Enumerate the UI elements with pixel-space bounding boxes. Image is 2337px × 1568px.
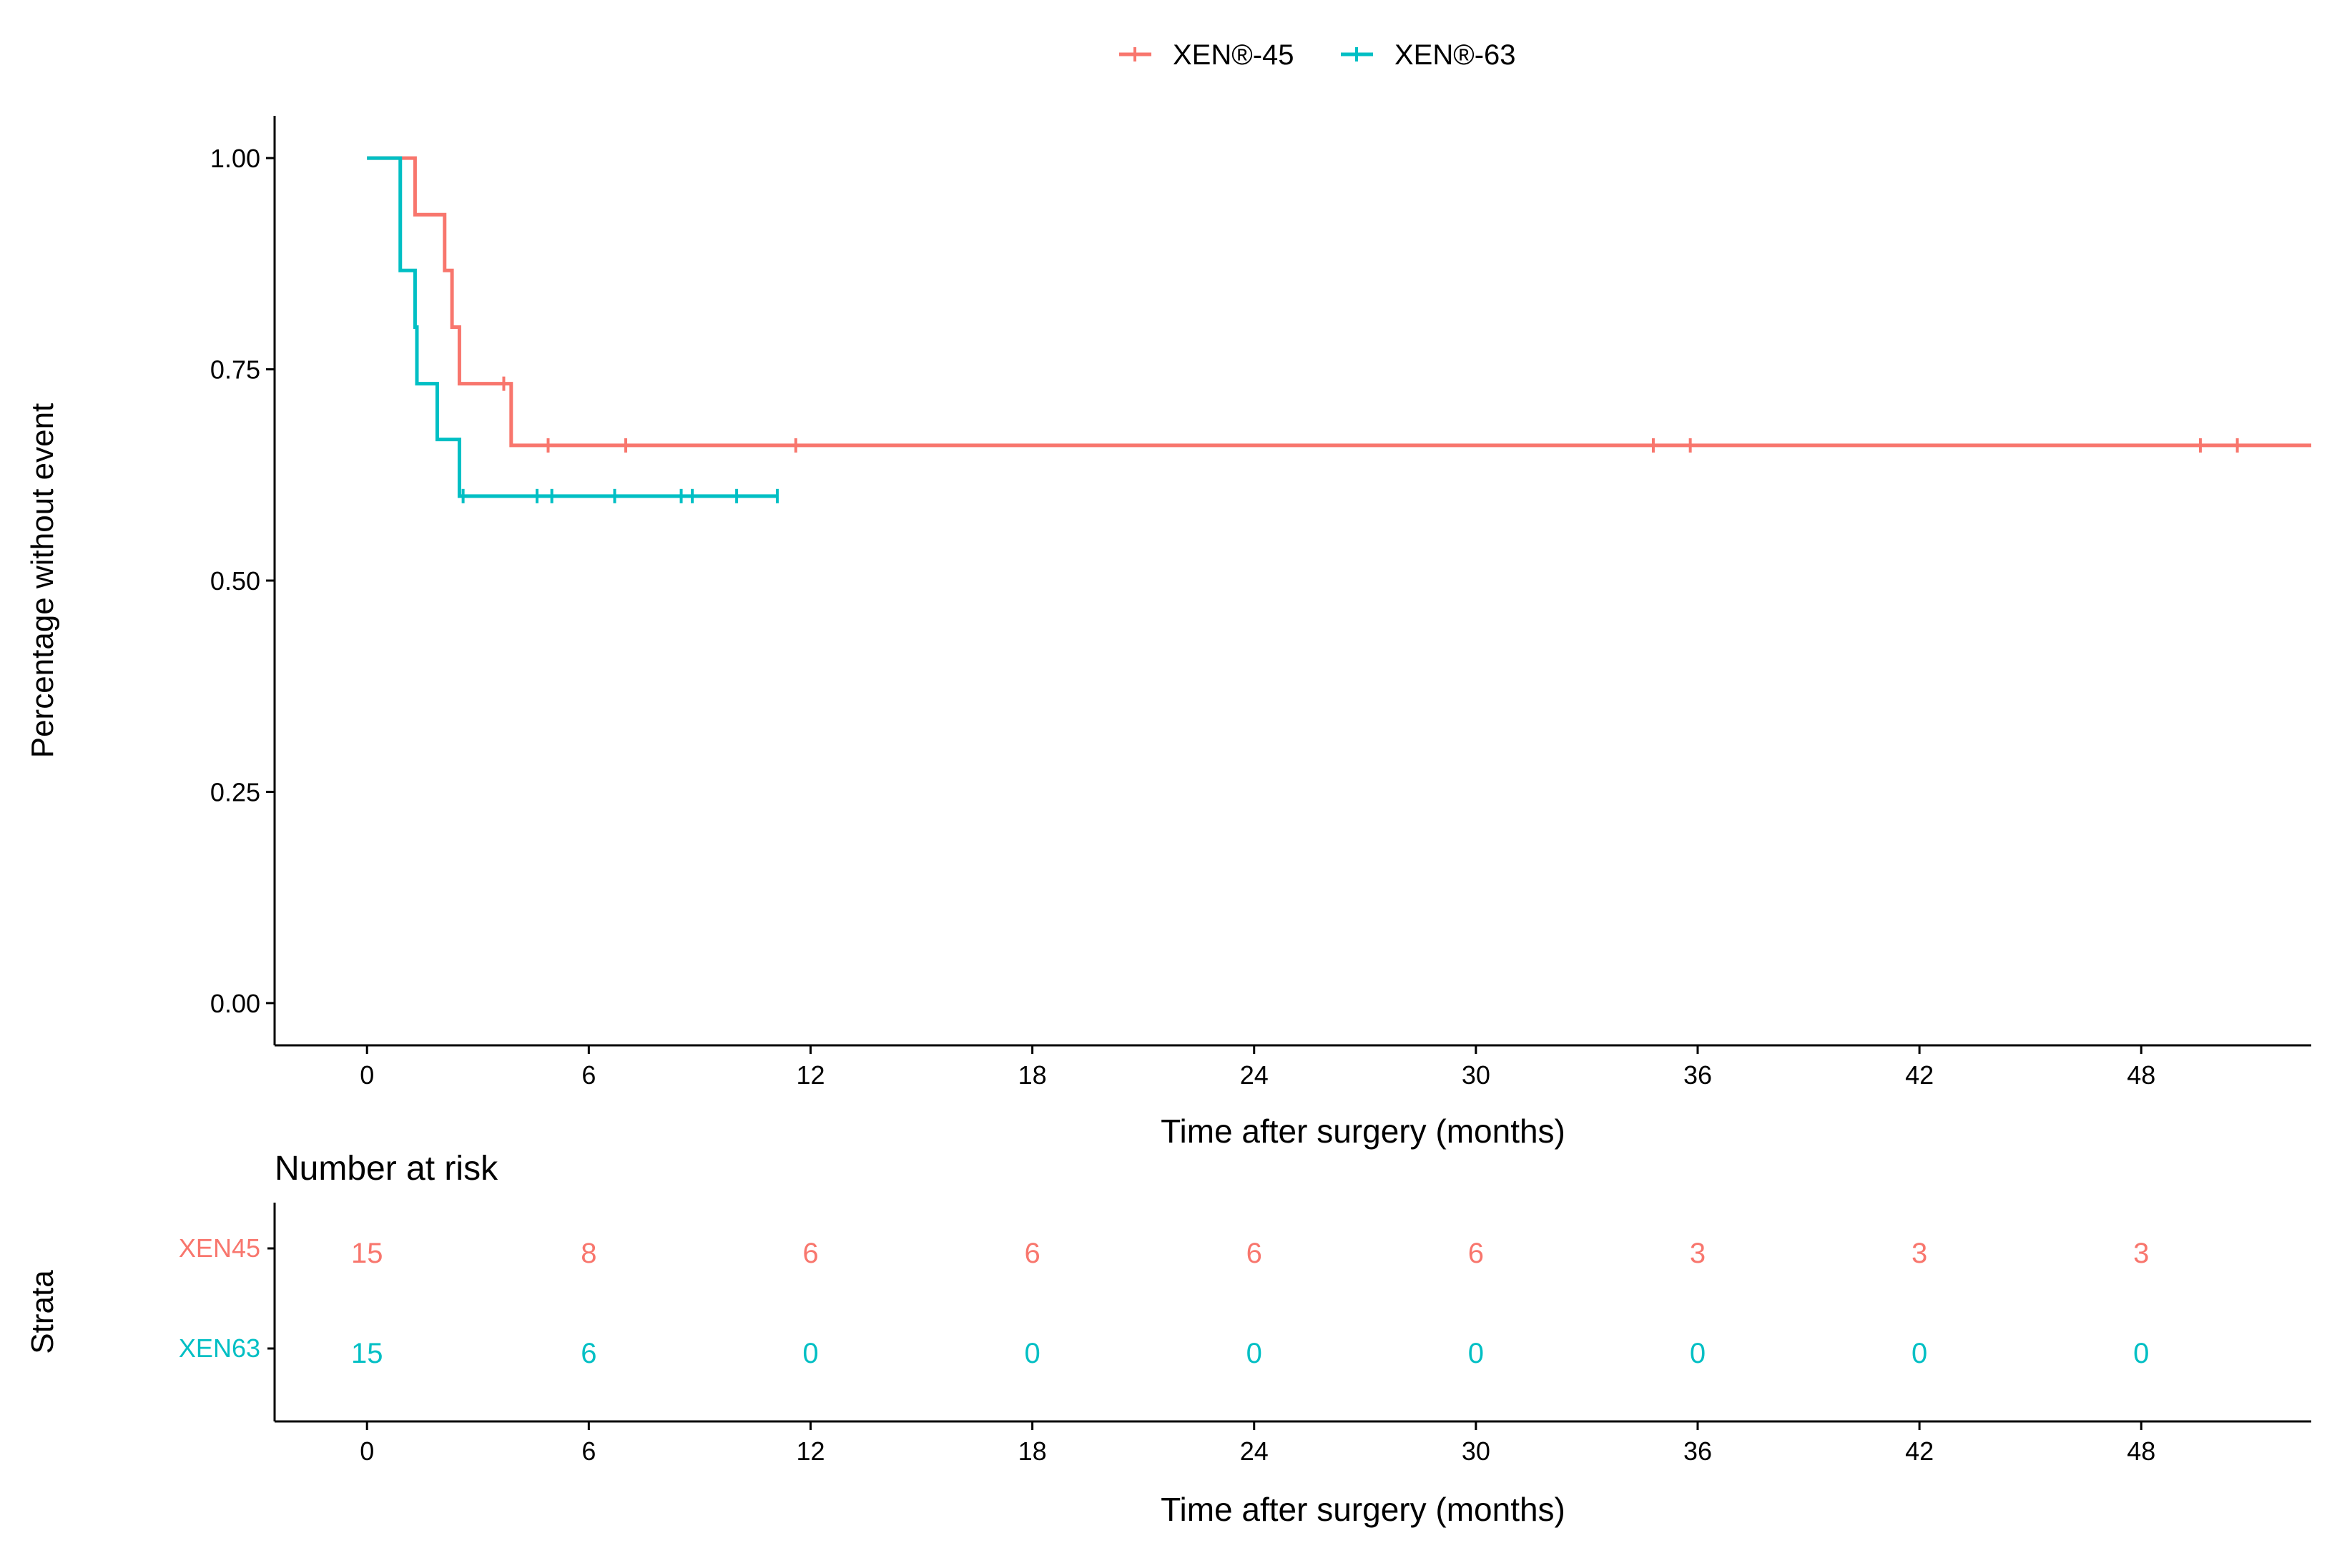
risk-cell-value: 6 bbox=[1468, 1238, 1484, 1269]
risk-table-title: Number at risk bbox=[275, 1150, 498, 1188]
km-y-tick-label: 0.25 bbox=[210, 777, 260, 807]
legend-label-xen45: XEN®-45 bbox=[1173, 39, 1294, 71]
km-plot: 0.00 0.25 0.50 0.75 1.00 0 6 12 18 24 30 36 42 48 Pe… bbox=[25, 116, 2311, 1150]
legend: XEN®-45 XEN®-63 bbox=[1119, 39, 1516, 71]
km-x-tick-label: 36 bbox=[1683, 1060, 1712, 1090]
risk-x-tick-label: 30 bbox=[1462, 1436, 1490, 1466]
risk-cell-value: 15 bbox=[351, 1338, 383, 1369]
km-y-tick-label: 0.75 bbox=[210, 355, 260, 385]
km-x-tick-label: 30 bbox=[1462, 1060, 1490, 1090]
risk-cell-value: 6 bbox=[1024, 1238, 1040, 1269]
risk-x-tick-label: 18 bbox=[1018, 1436, 1047, 1466]
risk-x-tick-label: 24 bbox=[1240, 1436, 1269, 1466]
km-series-line-xen63 bbox=[367, 156, 777, 498]
km-x-tick-label: 18 bbox=[1018, 1060, 1047, 1090]
risk-cell-value: 3 bbox=[2133, 1238, 2149, 1269]
risk-table-x-axis-title: Time after surgery (months) bbox=[1161, 1491, 1565, 1528]
risk-cell-value: 0 bbox=[2133, 1338, 2149, 1369]
km-x-tick-label: 24 bbox=[1240, 1060, 1269, 1090]
risk-row-label: XEN45 bbox=[179, 1233, 260, 1263]
risk-cell-value: 0 bbox=[1024, 1338, 1040, 1369]
risk-cell-value: 3 bbox=[1690, 1238, 1706, 1269]
risk-cell-value: 6 bbox=[581, 1338, 596, 1369]
risk-x-tick-label: 0 bbox=[360, 1436, 374, 1466]
risk-row-label: XEN63 bbox=[179, 1333, 260, 1363]
risk-table: Number at risk Strata XEN45 15 8 6 6 6 6 3 3 3XEN… bbox=[25, 1150, 2311, 1528]
risk-x-tick-label: 36 bbox=[1683, 1436, 1712, 1466]
km-x-axis-title: Time after surgery (months) bbox=[1161, 1113, 1565, 1150]
risk-x-tick-label: 42 bbox=[1905, 1436, 1934, 1466]
risk-x-ticks: 0 6 12 18 24 30 36 42 48 bbox=[360, 1421, 2155, 1466]
km-y-ticks: 0.00 0.25 0.50 0.75 1.00 bbox=[210, 144, 275, 1018]
risk-cell-value: 6 bbox=[1246, 1238, 1262, 1269]
km-y-axis-title: Percentage without event bbox=[25, 403, 60, 759]
risk-cell-value: 0 bbox=[802, 1338, 818, 1369]
km-y-tick-label: 0.50 bbox=[210, 566, 260, 596]
km-x-ticks: 0 6 12 18 24 30 36 42 48 bbox=[360, 1045, 2155, 1090]
km-x-tick-label: 12 bbox=[796, 1060, 825, 1090]
risk-x-tick-label: 6 bbox=[581, 1436, 596, 1466]
risk-cell-value: 0 bbox=[1468, 1338, 1484, 1369]
risk-x-tick-label: 48 bbox=[2127, 1436, 2155, 1466]
risk-cell-value: 3 bbox=[1912, 1238, 1927, 1269]
risk-cell-value: 15 bbox=[351, 1238, 383, 1269]
risk-x-tick-label: 12 bbox=[796, 1436, 825, 1466]
km-x-tick-label: 42 bbox=[1905, 1060, 1934, 1090]
km-y-tick-label: 0.00 bbox=[210, 989, 260, 1018]
risk-cell-value: 6 bbox=[802, 1238, 818, 1269]
risk-cell-value: 0 bbox=[1912, 1338, 1927, 1369]
legend-label-xen63: XEN®-63 bbox=[1394, 39, 1516, 71]
km-x-tick-label: 0 bbox=[360, 1060, 374, 1090]
km-x-tick-label: 6 bbox=[581, 1060, 596, 1090]
risk-cell-value: 0 bbox=[1246, 1338, 1262, 1369]
km-y-tick-label: 1.00 bbox=[210, 144, 260, 173]
risk-cell-value: 0 bbox=[1690, 1338, 1706, 1369]
risk-table-strata-label: Strata bbox=[25, 1270, 60, 1354]
km-series bbox=[367, 156, 2311, 503]
km-series-line-xen45 bbox=[367, 156, 2311, 448]
risk-cell-value: 8 bbox=[581, 1238, 596, 1269]
risk-rows: XEN45 15 8 6 6 6 6 3 3 3 XEN63 15 6 0 0 0 0 0 0 0 bbox=[179, 1233, 2149, 1369]
km-x-tick-label: 48 bbox=[2127, 1060, 2155, 1090]
